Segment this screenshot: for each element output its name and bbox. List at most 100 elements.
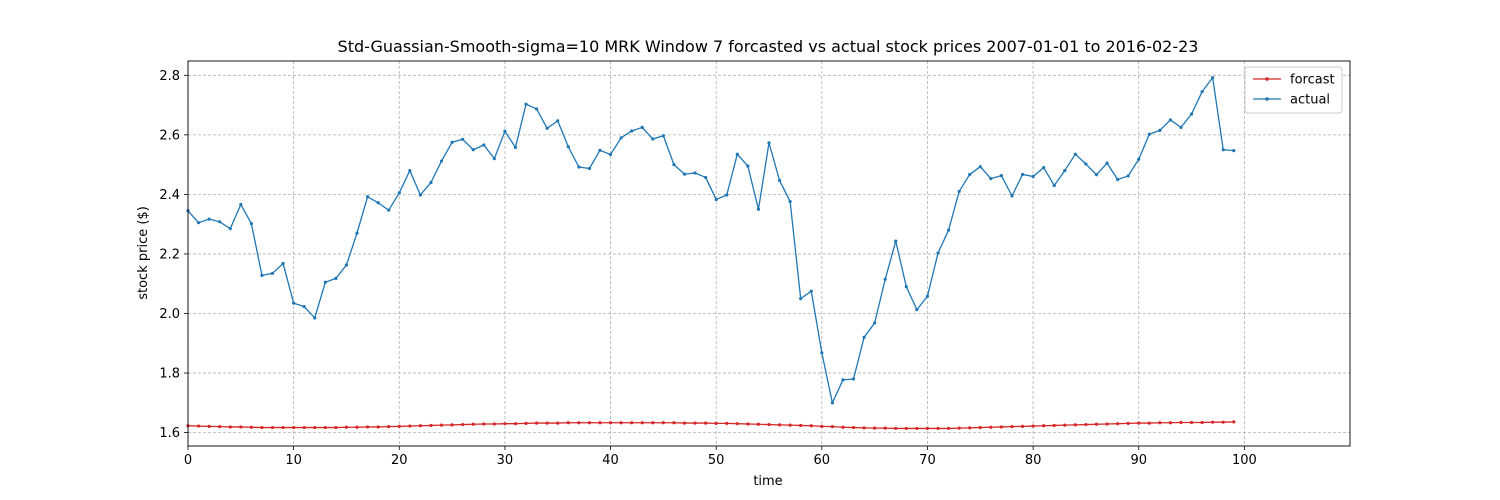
data-point-actual: [365, 195, 370, 199]
chart-title: Std-Guassian-Smooth-sigma=10 MRK Window …: [338, 37, 1199, 56]
data-point-forcast: [376, 425, 380, 429]
data-point-forcast: [830, 425, 834, 429]
data-point-forcast: [429, 423, 433, 428]
data-point-forcast: [989, 425, 993, 429]
data-point-actual: [1116, 177, 1120, 182]
data-point-forcast: [577, 421, 581, 425]
series-layer: [186, 76, 1236, 431]
data-point-actual: [904, 285, 908, 289]
data-point-actual: [1094, 173, 1099, 177]
data-point-actual: [1232, 149, 1236, 153]
legend: forcast actual: [1244, 66, 1343, 114]
axes: [187, 60, 1351, 447]
data-point-actual: [429, 180, 433, 185]
x-tick-label: 20: [391, 453, 408, 468]
data-point-forcast: [1105, 422, 1109, 426]
data-point-forcast: [461, 422, 465, 427]
x-axis-label: time: [753, 474, 782, 489]
data-point-forcast: [1147, 421, 1151, 425]
data-point-actual: [1052, 183, 1056, 188]
data-point-forcast: [925, 426, 930, 431]
data-point-forcast: [756, 422, 761, 426]
data-point-forcast: [1221, 420, 1225, 424]
data-point-forcast: [894, 426, 898, 431]
data-point-forcast: [503, 422, 507, 426]
data-point-actual: [777, 178, 782, 183]
data-point-actual: [841, 378, 845, 382]
data-point-actual: [292, 301, 296, 305]
y-tick-label: 2.6: [159, 128, 180, 143]
legend-label-actual: actual: [1290, 93, 1330, 108]
data-point-forcast: [387, 425, 391, 429]
data-point-forcast: [661, 421, 665, 425]
data-point-actual: [355, 231, 359, 235]
data-point-forcast: [619, 421, 623, 425]
data-point-forcast: [936, 426, 940, 431]
data-point-actual: [513, 145, 518, 149]
data-point-actual: [767, 141, 771, 145]
legend-label-forcast: forcast: [1290, 73, 1335, 88]
data-point-forcast: [196, 424, 201, 428]
data-point-forcast: [1020, 424, 1025, 428]
data-point-actual: [408, 168, 412, 173]
data-point-actual: [714, 197, 718, 202]
data-point-forcast: [439, 423, 444, 427]
data-point-actual: [704, 175, 708, 180]
y-tick-label: 2.2: [159, 247, 180, 262]
y-tick-label: 2.4: [159, 188, 180, 203]
data-point-forcast: [1189, 420, 1194, 425]
data-point-actual: [946, 228, 951, 232]
data-point-forcast: [408, 424, 412, 428]
data-point-forcast: [714, 421, 718, 425]
data-point-forcast: [1126, 421, 1130, 425]
data-point-actual: [788, 199, 792, 204]
y-tick-label: 2.0: [159, 307, 180, 322]
data-point-actual: [672, 163, 676, 167]
data-point-forcast: [851, 425, 856, 430]
data-point-actual: [471, 148, 475, 152]
data-point-forcast: [587, 421, 592, 425]
data-point-actual: [1073, 152, 1077, 156]
data-point-actual: [535, 107, 539, 111]
data-point-forcast: [1084, 422, 1088, 427]
data-point-forcast: [873, 426, 877, 430]
data-point-forcast: [302, 425, 306, 430]
data-point-forcast: [904, 426, 908, 431]
data-point-actual: [313, 316, 317, 320]
data-point-forcast: [746, 422, 750, 426]
data-point-forcast: [1232, 420, 1236, 424]
data-point-actual: [492, 157, 496, 161]
data-point-forcast: [1116, 422, 1120, 426]
data-point-actual: [1200, 90, 1204, 94]
data-point-actual: [894, 239, 898, 243]
x-tick-label: 30: [497, 453, 514, 468]
data-point-forcast: [524, 421, 528, 425]
data-point-forcast: [946, 426, 951, 431]
data-point-forcast: [1211, 420, 1215, 424]
data-point-actual: [820, 351, 824, 355]
data-point-forcast: [471, 422, 475, 426]
data-point-actual: [936, 251, 940, 255]
data-point-forcast: [957, 426, 961, 430]
data-point-forcast: [1052, 423, 1056, 428]
data-point-actual: [450, 140, 454, 144]
data-point-forcast: [608, 421, 613, 425]
data-point-forcast: [207, 424, 211, 428]
data-point-actual: [334, 276, 338, 280]
data-point-forcast: [799, 423, 803, 428]
data-point-actual: [249, 221, 253, 226]
x-tick-label: 100: [1232, 453, 1257, 468]
y-tick-label: 1.8: [159, 367, 180, 382]
data-point-forcast: [1179, 420, 1183, 425]
data-point-actual: [1189, 112, 1194, 116]
x-tick-label: 50: [708, 453, 725, 468]
data-point-forcast: [482, 422, 486, 426]
data-point-actual: [1010, 194, 1014, 198]
data-point-forcast: [1010, 425, 1014, 429]
data-point-actual: [598, 148, 602, 152]
data-point-forcast: [883, 426, 887, 430]
data-point-actual: [545, 126, 549, 130]
data-point-forcast: [228, 425, 232, 429]
data-point-actual: [1031, 174, 1035, 179]
